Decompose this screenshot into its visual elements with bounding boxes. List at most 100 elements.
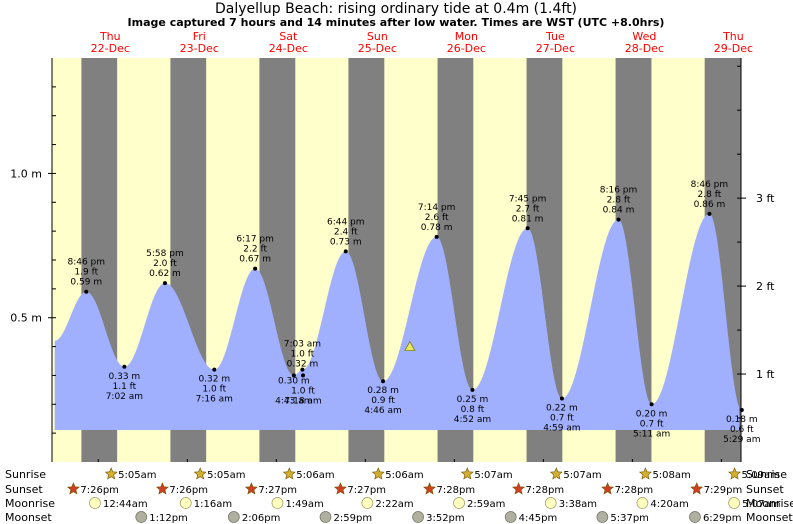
high-tide-label: 0.59 m: [70, 278, 102, 288]
high-tide-label: 2.2 ft: [243, 245, 267, 255]
moonrise-icon: [728, 497, 740, 509]
moonrise-time: 3:38am: [559, 499, 597, 510]
moonrise-time: 1:49am: [285, 499, 323, 510]
high-tide-label: 0.62 m: [149, 269, 181, 279]
sunrise-icon: [282, 467, 296, 480]
low-tide-label: 0.9 ft: [371, 396, 395, 406]
sunset-icon: [66, 482, 80, 495]
sunset-icon: [690, 482, 704, 495]
high-tide-label: 7:45 pm: [509, 194, 547, 204]
day-date: 28-Dec: [625, 42, 664, 55]
low-tide-label: 0.7 ft: [550, 414, 574, 424]
moonset-icon: [504, 511, 517, 523]
high-tide-label: 6:44 pm: [327, 217, 365, 227]
sunset-time: 7:26pm: [169, 485, 208, 496]
moonrise-row-label-left: Moonrise: [5, 497, 55, 510]
day-name: Thu: [99, 30, 121, 43]
sunset-icon: [512, 482, 526, 495]
high-tide-point: [84, 289, 89, 294]
high-tide-label: 2.8 ft: [607, 196, 631, 206]
low-tide-point: [470, 387, 475, 392]
low-tide-label: 0.33 m: [109, 372, 141, 382]
moonset-icon: [596, 511, 609, 523]
left-tick-label: 1.0 m: [10, 167, 42, 180]
sunrise-row-label-right: Sunrise: [746, 468, 787, 481]
right-tick-label: 2 ft: [756, 280, 775, 293]
moonrise-icon: [179, 497, 192, 509]
high-tide-point: [525, 226, 530, 231]
high-tide-label: 7:14 pm: [418, 203, 456, 213]
low-tide-label: 5:11 am: [633, 429, 670, 439]
high-tide-point: [300, 367, 305, 372]
moonrise-time: 1:16am: [194, 499, 232, 510]
low-tide-label: 4:43 am: [275, 396, 312, 406]
low-tide-point: [559, 396, 564, 401]
moonset-time: 2:59pm: [334, 513, 373, 524]
day-name: Tue: [545, 30, 565, 43]
sunrise-time: 5:07am: [563, 470, 601, 481]
sunset-time: 7:28pm: [437, 485, 476, 496]
moonset-row-label-left: Moonset: [5, 511, 52, 524]
low-tide-label: 4:59 am: [543, 424, 580, 434]
moonrise-time: 5:07am: [742, 499, 780, 510]
high-tide-label: 8:46 pm: [67, 258, 105, 268]
moonrise-icon: [271, 497, 284, 509]
chart-title: Dalyellup Beach: rising ordinary tide at…: [215, 1, 577, 17]
sunset-icon: [601, 482, 615, 495]
high-tide-point: [434, 234, 439, 239]
day-name: Sun: [367, 30, 388, 43]
moonset-row-label-right: Moonset: [746, 511, 793, 524]
day-date: 22-Dec: [91, 42, 130, 55]
left-tick-label: 0.5 m: [10, 312, 42, 325]
moonrise-time: 2:22am: [375, 499, 413, 510]
moonrise-icon: [544, 497, 557, 509]
low-tide-label: 7:02 am: [106, 392, 143, 402]
current-level-marker: [404, 340, 416, 351]
low-tide-label: 1.1 ft: [113, 382, 137, 392]
high-tide-point: [253, 266, 258, 271]
sunset-icon: [423, 482, 436, 495]
chart-subtitle: Image captured 7 hours and 14 minutes af…: [128, 16, 665, 29]
sunset-time: 7:29pm: [704, 485, 743, 496]
sunset-row-label-right: Sunset: [746, 483, 784, 496]
day-date: 23-Dec: [180, 42, 219, 55]
low-tide-label: 0.25 m: [457, 395, 489, 405]
sunrise-row-label-left: Sunrise: [5, 468, 46, 481]
low-tide-point: [301, 373, 306, 378]
sunset-icon: [244, 482, 258, 495]
high-tide-label: 0.84 m: [603, 206, 635, 216]
day-date: 25-Dec: [358, 42, 397, 55]
moonset-time: 5:37pm: [610, 513, 649, 524]
sunset-time: 7:26pm: [80, 485, 119, 496]
high-tide-label: 5:58 pm: [146, 249, 184, 259]
high-tide-point: [343, 249, 348, 254]
sunset-time: 7:27pm: [258, 485, 297, 496]
sunrise-time: 5:05am: [207, 470, 245, 481]
day-date: 27-Dec: [536, 42, 575, 55]
low-tide-label: 7:18 am: [284, 396, 321, 406]
low-tide-label: 0.7 ft: [640, 419, 664, 429]
high-tide-label: 2.8 ft: [698, 190, 722, 200]
low-tide-point: [291, 373, 296, 378]
moonset-time: 1:12pm: [149, 513, 188, 524]
axes: 0.5 m 1.0 m 1 ft 2 ft 3 ft: [10, 58, 775, 462]
low-tide-point: [212, 367, 217, 372]
high-tide-point: [616, 217, 621, 222]
high-tide-label: 1.0 ft: [291, 350, 315, 360]
extreme-labels: 8:46 pm1.9 ft0.59 m0.33 m1.1 ft7:02 am5:…: [67, 180, 760, 445]
sunrise-icon: [104, 467, 118, 480]
day-date: 29-Dec: [714, 42, 753, 55]
low-tide-label: 1.0 ft: [291, 386, 315, 396]
sunrise-time: 5:05am: [118, 470, 156, 481]
day-labels: Thu22-DecFri23-DecSat24-DecSun25-DecMon2…: [91, 30, 753, 55]
moonset-icon: [319, 511, 332, 523]
sunrise-icon: [460, 467, 474, 480]
moonrise-icon: [89, 497, 101, 509]
day-name: Fri: [193, 30, 206, 43]
day-date: 24-Dec: [269, 42, 308, 55]
low-tide-label: 5:29 am: [723, 435, 760, 445]
moonrise-time: 2:59am: [467, 499, 505, 510]
moonset-time: 2:06pm: [242, 513, 281, 524]
